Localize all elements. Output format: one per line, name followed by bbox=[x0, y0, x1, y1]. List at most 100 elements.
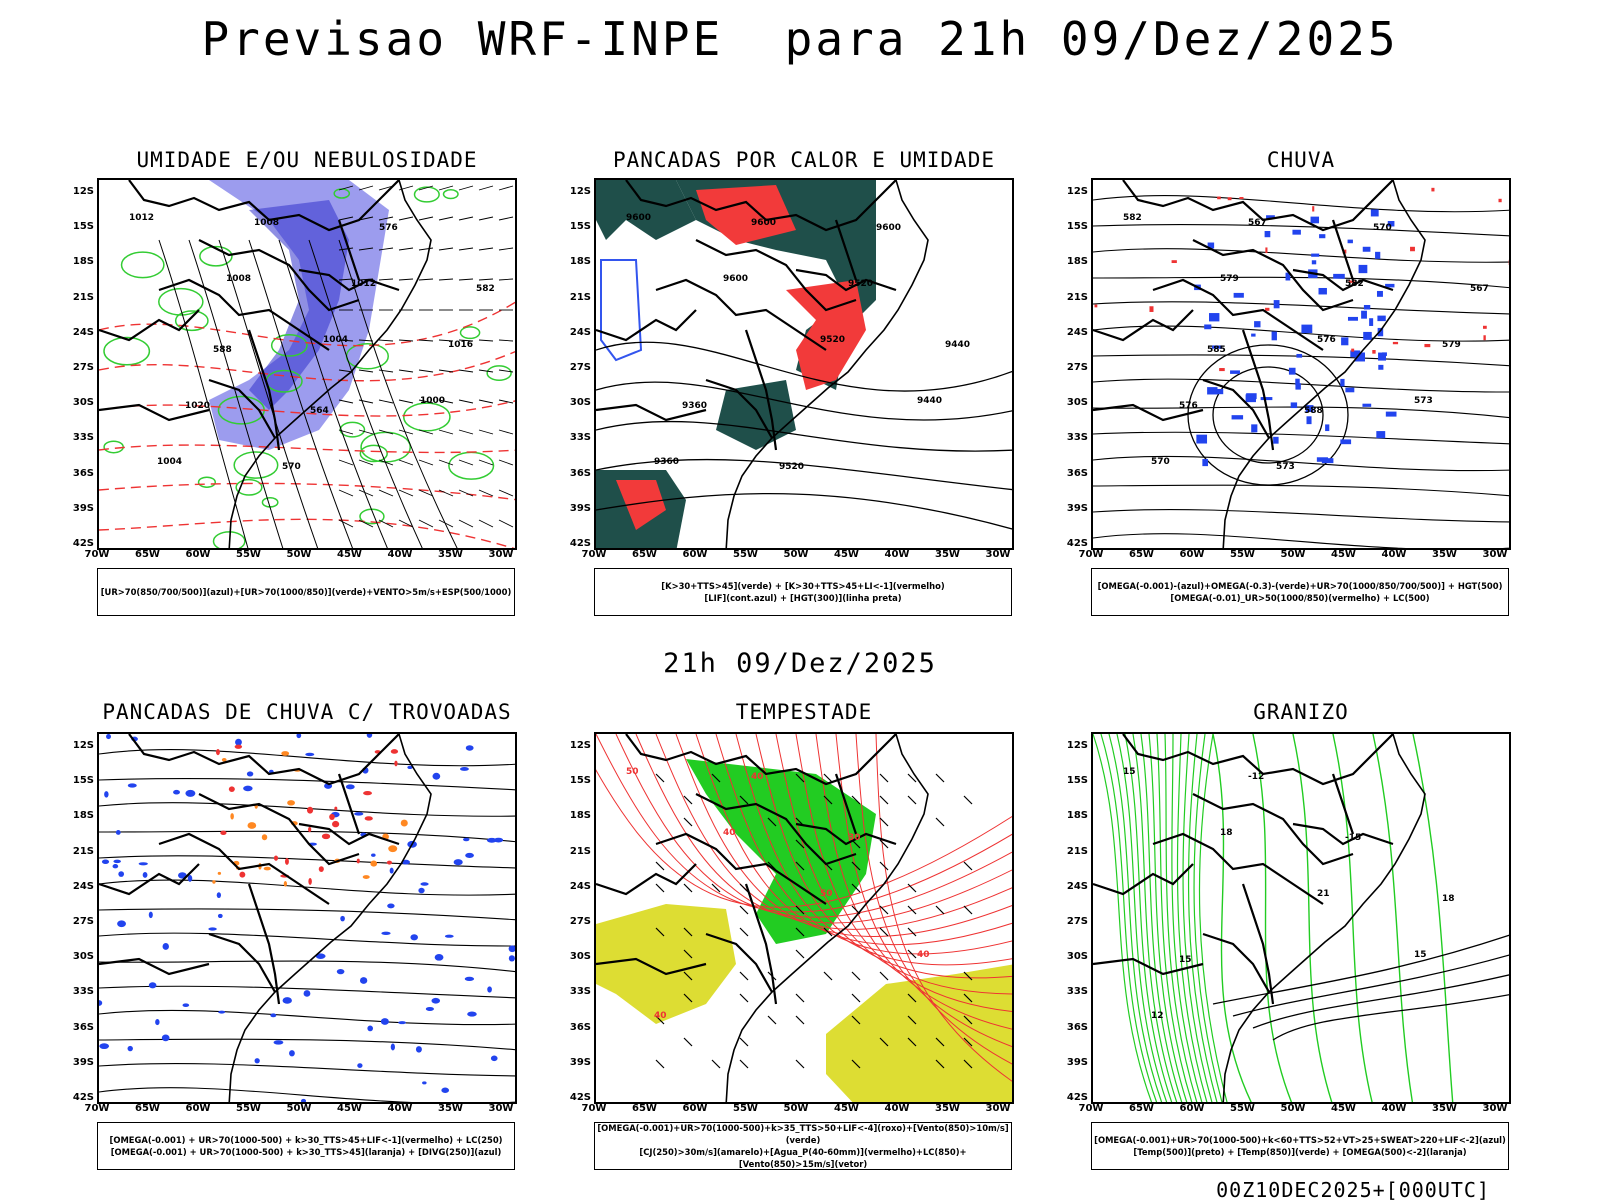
longitude-tick-label: 60W bbox=[682, 1103, 708, 1114]
ur-1000-850-contour bbox=[413, 186, 440, 203]
map-tempestade[interactable]: 50 40 50 40 40 40 30 bbox=[594, 732, 1014, 1104]
ur-1000-850-contour bbox=[103, 336, 151, 366]
divergence-cell bbox=[305, 752, 315, 757]
divergence-cell bbox=[420, 882, 429, 886]
divergence-cell bbox=[182, 1003, 190, 1007]
divergence-cell bbox=[270, 1013, 277, 1018]
wind-vector-850 bbox=[963, 795, 973, 805]
isobar bbox=[248, 239, 354, 548]
omega-cell bbox=[1376, 290, 1383, 297]
temp-850-contour bbox=[1108, 734, 1163, 1102]
latitude-tick-label: 18S bbox=[72, 256, 94, 268]
ur-1000-850-contour bbox=[158, 287, 204, 316]
wind-vector-850 bbox=[879, 861, 889, 871]
map-canvas-tempestade: 50 40 50 40 40 40 30 bbox=[596, 734, 1012, 1102]
map-umidade[interactable]: 1012 1008 1004 1000 1004 1008 1012 1016 1020 570 5… bbox=[97, 178, 517, 550]
divergence-cell bbox=[401, 859, 410, 865]
wind-vector bbox=[378, 216, 394, 221]
contour-label: 570 bbox=[1151, 457, 1170, 467]
storm-cell bbox=[364, 816, 373, 821]
storm-cell bbox=[394, 760, 398, 767]
omega-ur-cell bbox=[1482, 325, 1487, 329]
political-borders bbox=[99, 180, 400, 451]
isobar bbox=[278, 239, 388, 548]
omega-ur-cell bbox=[1171, 260, 1177, 264]
divergence-cell bbox=[235, 738, 242, 746]
contour-label: 585 bbox=[1207, 345, 1226, 355]
omega-cell bbox=[1207, 387, 1218, 395]
map-pancadas-calor[interactable]: 9600 9600 9520 9440 9360 9600 9520 9440 9360 9520… bbox=[594, 178, 1014, 550]
latitude-tick-label: 18S bbox=[569, 810, 591, 822]
map-trovoadas[interactable] bbox=[97, 732, 517, 1104]
contour-label: -15 bbox=[1345, 833, 1361, 843]
map-canvas-trovoadas bbox=[99, 734, 515, 1102]
wind-vector-850 bbox=[963, 1059, 973, 1069]
legend-umidade: [UR>70(850/700/500)](azul)+[UR>70(1000/8… bbox=[97, 568, 515, 616]
storm-cell bbox=[370, 860, 378, 867]
contour-label: 18 bbox=[1442, 894, 1455, 904]
wind-vector-850 bbox=[683, 927, 693, 937]
wind-vector bbox=[378, 519, 394, 528]
wind-vector bbox=[438, 185, 454, 191]
streamlines bbox=[1093, 195, 1509, 548]
jet-250-area bbox=[596, 904, 736, 1024]
streamline-850 bbox=[596, 769, 1012, 908]
wind-vector bbox=[438, 459, 454, 466]
temp-500-contour bbox=[1232, 954, 1509, 1017]
temp-850-contour bbox=[1176, 734, 1208, 1102]
longitude-tick-label: 65W bbox=[1129, 1103, 1154, 1114]
contour-label: 1008 bbox=[226, 274, 251, 284]
wind-vector-850 bbox=[795, 773, 805, 783]
contour-label: 576 bbox=[1317, 335, 1336, 345]
omega-cell bbox=[1321, 458, 1334, 464]
latitude-tick-label: 42S bbox=[1066, 1092, 1088, 1103]
omega-ur-cell bbox=[1392, 341, 1399, 345]
omega-cell bbox=[1378, 364, 1384, 370]
longitude-tick-label: 30W bbox=[1482, 549, 1508, 560]
temp-850-contour bbox=[1412, 734, 1454, 1102]
wind-vector bbox=[358, 185, 374, 191]
latitude-tick-label: 30S bbox=[569, 951, 591, 963]
wind-vector bbox=[458, 278, 474, 281]
temp-850-contour bbox=[1171, 734, 1203, 1102]
k-tts-area-3 bbox=[716, 380, 796, 450]
omega-cell bbox=[1230, 370, 1240, 374]
latitude-tick-label: 39S bbox=[569, 502, 591, 514]
latitude-tick-label: 15S bbox=[569, 775, 591, 787]
omega-cell bbox=[1310, 216, 1320, 224]
divergence-cell bbox=[218, 1010, 226, 1014]
wind-vector-850 bbox=[795, 949, 805, 959]
wind-vector-850 bbox=[655, 861, 665, 871]
wind-vector-850 bbox=[823, 773, 833, 783]
divergence-cell bbox=[387, 903, 395, 909]
wind-vector-850 bbox=[907, 905, 917, 915]
longitude-tick-label: 30W bbox=[1482, 1103, 1508, 1114]
wind-vector-850 bbox=[907, 1037, 917, 1047]
political-borders bbox=[1093, 180, 1394, 451]
streamline-850 bbox=[815, 734, 1012, 1030]
contour-label: 9440 bbox=[917, 396, 942, 406]
wind-vector-850 bbox=[739, 1037, 749, 1047]
divergence-cell bbox=[138, 862, 148, 866]
divergence-cell bbox=[289, 1050, 295, 1057]
isobar bbox=[308, 239, 423, 548]
latitude-tick-label: 21S bbox=[569, 845, 591, 857]
map-chuva[interactable]: 582 579 576 573 570 567 582 579 576 573 570 567 585 5… bbox=[1091, 178, 1511, 550]
wind-vector bbox=[478, 489, 494, 497]
wind-vector bbox=[338, 489, 354, 497]
wind-vector bbox=[478, 369, 494, 373]
map-granizo[interactable]: 15 18 21 15 12 -12 -15 18 15 bbox=[1091, 732, 1511, 1104]
latitude-tick-label: 42S bbox=[72, 538, 94, 549]
omega-cell bbox=[1301, 324, 1313, 334]
storm-cell bbox=[400, 819, 408, 827]
longitude-tick-label: 60W bbox=[1179, 549, 1205, 560]
temp-850-contour bbox=[1148, 734, 1188, 1102]
divergence-cell bbox=[282, 997, 292, 1004]
omega-cell bbox=[1375, 251, 1381, 259]
omega-cell bbox=[1319, 234, 1326, 239]
wind-vector bbox=[478, 185, 494, 191]
wind-vector-850 bbox=[935, 1037, 945, 1047]
omega-cell bbox=[1211, 345, 1223, 349]
ur-1000-850-contour bbox=[233, 451, 279, 479]
ur-1000-850-contour bbox=[261, 496, 279, 508]
